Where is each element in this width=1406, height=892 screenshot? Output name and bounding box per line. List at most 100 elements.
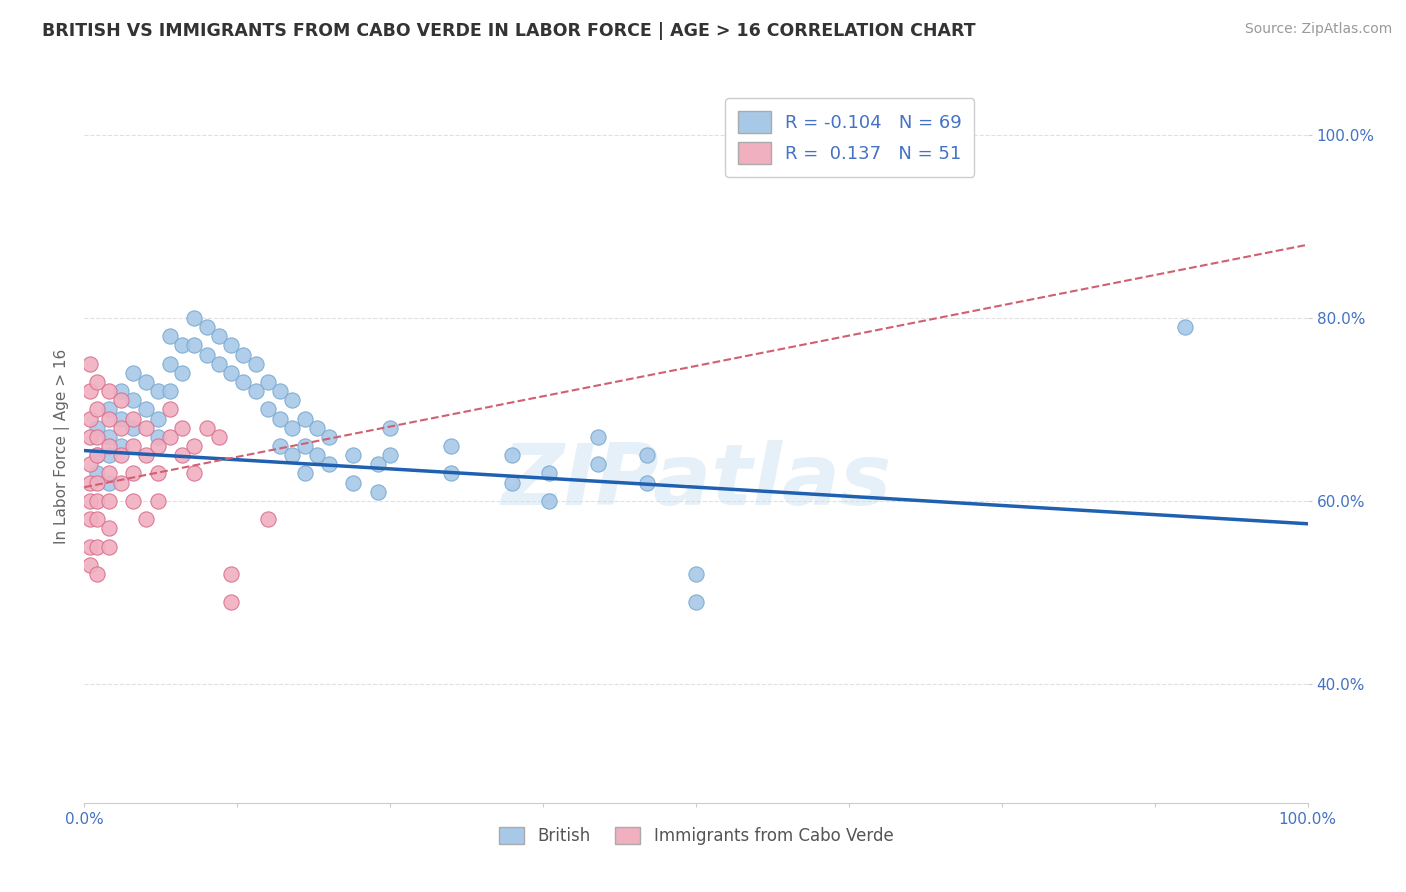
Point [79,540,101,554]
Point [79,458,101,472]
Point [636,475,658,490]
Point [86,512,108,526]
Point [342,475,364,490]
Point [110,475,132,490]
Point [122,467,145,481]
Point [97,467,120,481]
Point [86,467,108,481]
Point [79,558,101,572]
Point [110,448,132,462]
Point [159,402,181,417]
Point [97,494,120,508]
Point [367,458,389,472]
Point [146,439,169,453]
Point [245,357,267,371]
Point [502,448,524,462]
Point [86,448,108,462]
Point [269,439,291,453]
Point [122,439,145,453]
Point [257,512,280,526]
Point [208,329,231,343]
Point [86,448,108,462]
Point [183,338,205,352]
Point [97,448,120,462]
Point [538,467,561,481]
Point [172,420,194,434]
Point [195,420,218,434]
Point [97,384,120,398]
Point [122,393,145,408]
Point [172,338,194,352]
Text: Source: ZipAtlas.com: Source: ZipAtlas.com [1244,22,1392,37]
Point [79,411,101,425]
Point [195,347,218,361]
Point [219,366,242,380]
Point [86,402,108,417]
Point [269,411,291,425]
Point [502,475,524,490]
Point [135,402,157,417]
Point [122,411,145,425]
Point [172,366,194,380]
Point [135,448,157,462]
Point [79,430,101,444]
Point [685,567,707,582]
Point [97,430,120,444]
Point [281,393,304,408]
Point [318,430,340,444]
Point [305,448,328,462]
Point [146,467,169,481]
Point [146,384,169,398]
Text: BRITISH VS IMMIGRANTS FROM CABO VERDE IN LABOR FORCE | AGE > 16 CORRELATION CHAR: BRITISH VS IMMIGRANTS FROM CABO VERDE IN… [42,22,976,40]
Point [122,420,145,434]
Y-axis label: In Labor Force | Age > 16: In Labor Force | Age > 16 [55,349,70,543]
Point [440,467,463,481]
Point [183,439,205,453]
Point [342,448,364,462]
Point [97,411,120,425]
Point [159,430,181,444]
Point [380,420,402,434]
Point [86,420,108,434]
Point [586,458,609,472]
Point [110,439,132,453]
Point [159,357,181,371]
Point [685,594,707,608]
Point [159,329,181,343]
Point [257,375,280,389]
Point [86,475,108,490]
Point [97,475,120,490]
Point [281,420,304,434]
Point [440,439,463,453]
Point [172,448,194,462]
Point [86,567,108,582]
Point [183,310,205,325]
Point [135,375,157,389]
Point [146,494,169,508]
Point [232,375,254,389]
Point [122,494,145,508]
Point [294,439,316,453]
Point [110,393,132,408]
Point [97,521,120,535]
Point [367,484,389,499]
Point [86,540,108,554]
Point [97,540,120,554]
Point [208,357,231,371]
Point [159,384,181,398]
Point [219,338,242,352]
Point [110,384,132,398]
Point [219,567,242,582]
Point [79,512,101,526]
Point [135,512,157,526]
Point [146,430,169,444]
Point [636,448,658,462]
Point [195,320,218,334]
Point [97,402,120,417]
Point [122,366,145,380]
Point [294,467,316,481]
Text: ZIPatlas: ZIPatlas [501,440,891,524]
Point [135,420,157,434]
Point [281,448,304,462]
Point [294,411,316,425]
